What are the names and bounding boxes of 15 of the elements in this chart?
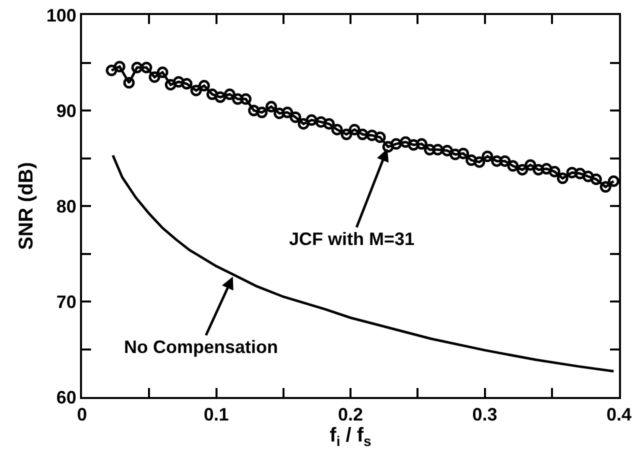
y-tick-label: 100: [46, 5, 76, 26]
x-axis-title: f$_{i}$ / f$_{s}$: [330, 424, 372, 449]
y-tick-label: 90: [56, 100, 76, 121]
annotation: JCF with M=31: [289, 229, 415, 249]
y-tick-label: 80: [56, 196, 76, 216]
annotation: No Compensation: [124, 337, 278, 357]
x-tick-label: 0: [76, 404, 88, 425]
y-axis-title: SNR (dB): [15, 162, 38, 250]
x-tick-label: 0.4: [606, 404, 632, 425]
line-series: [112, 154, 615, 372]
x-tick-label: 0.3: [472, 404, 498, 425]
x-tick-label: 0.2: [338, 404, 364, 425]
y-tick-label: 60: [56, 387, 76, 408]
x-tick-label: 0.1: [204, 404, 229, 425]
y-tick-label: 70: [56, 292, 76, 312]
